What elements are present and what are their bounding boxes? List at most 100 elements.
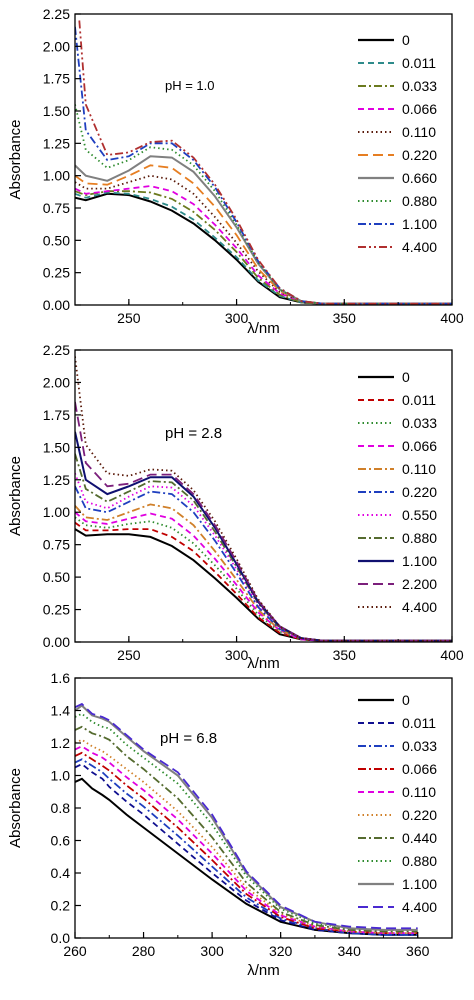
y-tick-label: 0.8 — [51, 800, 71, 816]
x-tick-label: 340 — [338, 943, 362, 959]
legend-label: 4.400 — [402, 899, 437, 915]
series-line-1.100 — [75, 704, 418, 931]
y-tick-label: 0.00 — [43, 634, 70, 650]
legend-label: 0.011 — [402, 55, 436, 71]
legend-label: 2.200 — [402, 576, 437, 592]
series-line-0.011 — [75, 191, 452, 305]
series-line-0.220 — [75, 738, 418, 934]
legend: 0 0.011 0.033 0.066 0.110 0.220 0.440 0.880 1.10… — [358, 692, 437, 915]
y-axis-label: Absorbance — [7, 456, 24, 536]
series-line-1.100 — [75, 431, 452, 642]
y-tick-label: 0.00 — [43, 297, 70, 313]
ph-annotation: pH = 6.8 — [160, 730, 217, 747]
x-tick-label: 250 — [117, 310, 141, 326]
y-tick-label: 1.50 — [43, 103, 70, 119]
ph-annotation: pH = 1.0 — [165, 78, 215, 93]
chart-panel: 260 280 300 320 340 360 0.0 0.2 0.4 0.6 0.8 1.0 1.2 1… — [7, 670, 453, 979]
x-tick-label: 400 — [440, 310, 464, 326]
x-tick-label: 350 — [333, 310, 357, 326]
y-tick-label: 0.25 — [43, 265, 70, 281]
legend-label: 0.660 — [402, 170, 437, 186]
legend-label: 0.220 — [402, 147, 437, 163]
legend-label: 0.220 — [402, 807, 437, 823]
x-tick-label: 280 — [132, 943, 156, 959]
x-tick-label: 300 — [200, 943, 224, 959]
series-line-0.033 — [75, 190, 452, 305]
y-tick-label: 2.25 — [43, 342, 70, 358]
legend-label: 0.550 — [402, 507, 437, 523]
legend-label: 1.100 — [402, 876, 437, 892]
legend-label: 4.400 — [402, 239, 437, 255]
series-line-0.880 — [75, 712, 418, 931]
plot-frame — [74, 677, 453, 939]
x-axis-label: λ/nm — [247, 320, 280, 337]
y-tick-label: 0.50 — [43, 569, 70, 585]
y-tick-label: 0.25 — [43, 602, 70, 618]
plot-frame — [74, 13, 453, 306]
legend-label: 0.110 — [402, 461, 436, 477]
y-tick-label: 1.6 — [51, 670, 71, 686]
x-tick-label: 300 — [225, 310, 249, 326]
legend-label: 0.011 — [402, 715, 436, 731]
series-line-1.100 — [75, 26, 452, 305]
chart-panel: 250 300 350 400 0.00 0.25 0.50 0.75 1.00 1.25 1.50… — [7, 342, 464, 672]
ph-annotation: pH = 2.8 — [165, 425, 222, 442]
legend-label: 0.033 — [402, 415, 437, 431]
x-tick-label: 320 — [269, 943, 293, 959]
x-axis-label: λ/nm — [247, 962, 280, 979]
legend-label: 0.066 — [402, 438, 437, 454]
y-tick-label: 2.00 — [43, 38, 70, 54]
legend-label: 0 — [402, 32, 410, 48]
series-line-4.400 — [75, 356, 452, 642]
legend-label: 0.220 — [402, 484, 437, 500]
y-tick-label: 2.00 — [43, 374, 70, 390]
y-tick-label: 0.4 — [51, 865, 71, 881]
plot-frame — [74, 349, 453, 643]
y-tick-label: 2.25 — [43, 6, 70, 22]
series-line-0.660 — [75, 155, 452, 305]
y-tick-label: 1.4 — [51, 703, 71, 719]
series-line-0 — [75, 192, 452, 305]
legend: 0 0.011 0.033 0.066 0.110 0.220 0.550 0.880 1.10… — [358, 369, 437, 615]
y-tick-label: 0.2 — [51, 898, 71, 914]
y-tick-label: 0.0 — [51, 930, 71, 946]
y-tick-label: 0.6 — [51, 833, 71, 849]
legend-label: 1.100 — [402, 216, 437, 232]
series-line-0 — [75, 777, 418, 936]
x-tick-label: 350 — [333, 647, 357, 663]
legend-label: 1.100 — [402, 553, 437, 569]
series-line-0 — [75, 528, 452, 642]
y-tick-label: 0.75 — [43, 537, 70, 553]
series-line-4.400 — [78, 20, 452, 305]
series-line-0.880 — [75, 104, 452, 305]
legend-label: 0.011 — [402, 392, 436, 408]
y-tick-label: 0.50 — [43, 232, 70, 248]
y-tick-label: 1.00 — [43, 504, 70, 520]
legend-label: 0.033 — [402, 738, 437, 754]
series-line-2.200 — [75, 401, 452, 642]
legend-label: 0.110 — [402, 784, 436, 800]
y-tick-label: 1.0 — [51, 768, 71, 784]
y-tick-label: 0.75 — [43, 200, 70, 216]
y-tick-label: 1.2 — [51, 735, 71, 751]
y-axis-label: Absorbance — [7, 768, 24, 848]
x-tick-label: 260 — [63, 943, 87, 959]
y-tick-label: 1.50 — [43, 439, 70, 455]
x-tick-label: 360 — [406, 943, 430, 959]
y-tick-label: 1.75 — [43, 407, 70, 423]
series-line-0.440 — [75, 725, 418, 933]
legend-label: 0 — [402, 692, 410, 708]
series-line-0.066 — [75, 185, 452, 305]
y-axis-label: Absorbance — [7, 119, 24, 199]
legend-label: 0.110 — [402, 124, 436, 140]
y-tick-label: 1.75 — [43, 71, 70, 87]
legend: 0 0.011 0.033 0.066 0.110 0.220 0.660 0.880 1.10… — [358, 32, 437, 255]
legend-label: 0.066 — [402, 761, 437, 777]
legend-label: 0.033 — [402, 78, 437, 94]
y-tick-label: 1.00 — [43, 168, 70, 184]
y-tick-label: 1.25 — [43, 472, 70, 488]
chart-panel: 250 300 350 400 0.00 0.25 0.50 0.75 1.00 1.25 1.50… — [7, 6, 464, 337]
series-line-4.400 — [75, 702, 418, 930]
legend-label: 4.400 — [402, 599, 437, 615]
